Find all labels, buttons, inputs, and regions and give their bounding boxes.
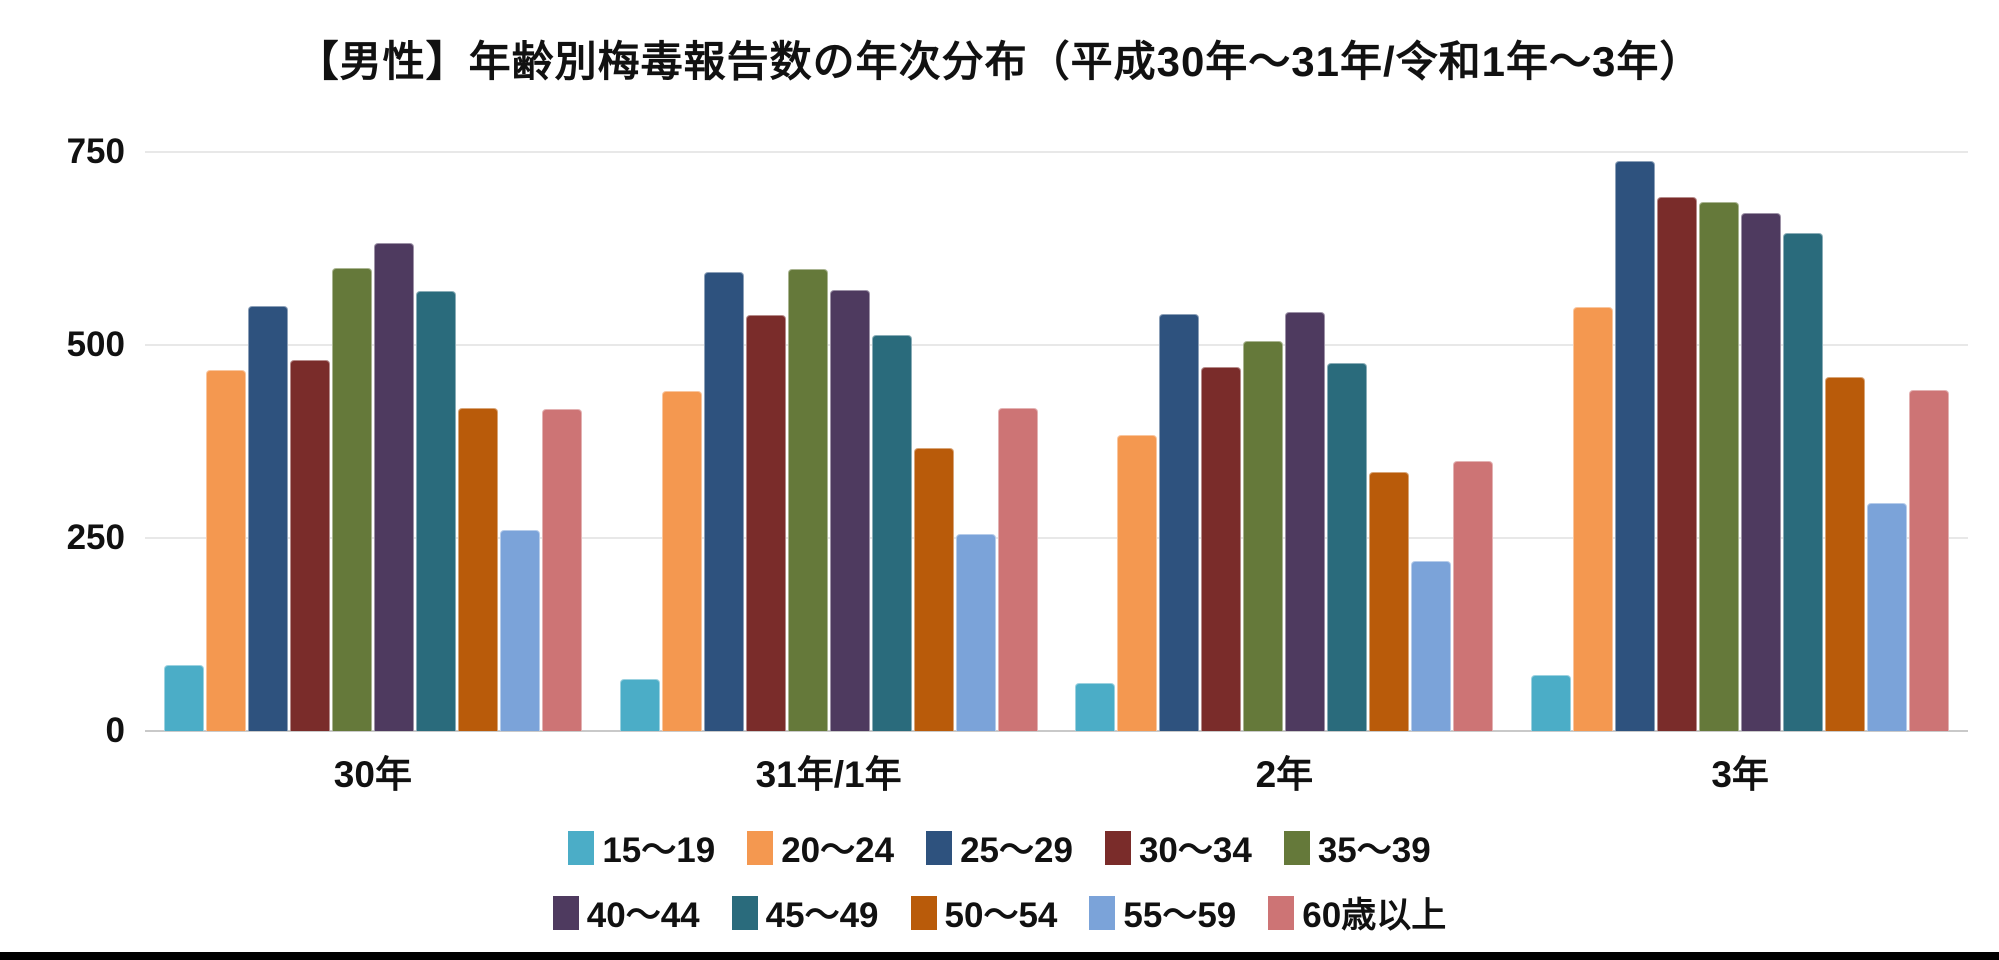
bar-15〜19-30年 [163,665,204,731]
legend-label: 55〜59 [1123,896,1237,935]
legend-label: 35〜39 [1317,831,1431,870]
bar-35〜39-31年/1年 [787,269,828,731]
bar-15〜19-31年/1年 [619,678,660,731]
legend-item-35〜39: 35〜39 [1283,822,1431,873]
y-axis: 0 250 500 750 [0,132,125,750]
legend-item-55〜59: 55〜59 [1089,887,1236,938]
legend-label: 40〜44 [586,896,700,935]
gridline-250 [145,536,1968,539]
bar-group-31年/1年 [601,152,1057,731]
bar-55〜59-2年 [1411,561,1452,731]
legend-label: 15〜19 [602,831,716,870]
legend-swatch-50〜54 [910,895,937,930]
plot-area [145,151,1968,732]
bar-50〜54-31年/1年 [913,447,954,731]
legend-label: 60歳以上 [1302,896,1447,935]
legend-swatch-15〜19 [568,830,595,865]
legend-item-30〜34: 30〜34 [1104,822,1252,873]
legend-swatch-30〜34 [1104,830,1131,865]
bar-60歳以上-2年 [1453,460,1494,731]
bar-15〜19-3年 [1531,675,1572,731]
bar-45〜49-30年 [415,290,456,731]
bar-45〜49-31年/1年 [871,334,912,731]
gridline-500 [145,343,1968,346]
legend: 15〜19 20〜24 25〜29 30〜34 35〜39 40〜44 45〜49 50〜54… [0,822,1999,938]
bar-35〜39-3年 [1699,202,1740,731]
bar-group-30年 [145,152,601,731]
legend-swatch-60歳以上 [1268,895,1295,930]
legend-item-60歳以上: 60歳以上 [1268,887,1446,938]
legend-label: 25〜29 [960,831,1073,870]
bar-20〜24-2年 [1117,435,1158,731]
legend-item-20〜24: 20〜24 [747,822,894,873]
legend-swatch-45〜49 [731,895,758,930]
legend-row-2: 40〜44 45〜49 50〜54 55〜59 60歳以上 [552,887,1446,938]
y-tick-label-500: 500 [66,325,125,364]
bar-55〜59-31年/1年 [955,534,996,731]
bar-25〜29-2年 [1159,314,1200,731]
legend-label: 50〜54 [944,896,1058,935]
bar-60歳以上-30年 [541,409,582,731]
bar-40〜44-31年/1年 [829,290,870,731]
y-tick-label-750: 750 [66,132,125,171]
chart-title: 【男性】年齢別梅毒報告数の年次分布（平成30年〜31年/令和1年〜3年） [296,38,1703,85]
y-tick-label-0: 0 [105,711,125,750]
legend-row-1: 15〜19 20〜24 25〜29 30〜34 35〜39 [568,822,1431,873]
legend-item-25〜29: 25〜29 [926,822,1073,873]
bar-45〜49-2年 [1327,362,1368,731]
legend-label: 20〜24 [781,831,895,870]
bar-20〜24-30年 [205,370,246,731]
bar-25〜29-3年 [1615,161,1656,731]
bar-30〜34-31年/1年 [745,314,786,731]
x-axis-label-30年: 30年 [333,754,412,795]
x-baseline [145,730,1968,732]
bar-45〜49-3年 [1783,233,1824,731]
bar-group-2年 [1057,152,1513,731]
bar-15〜19-2年 [1075,683,1116,731]
bar-40〜44-30年 [373,243,414,731]
x-axis-label-2年: 2年 [1255,754,1314,795]
gridline-750 [145,151,1968,153]
bar-50〜54-3年 [1825,377,1866,731]
legend-item-40〜44: 40〜44 [552,887,700,938]
bar-55〜59-30年 [499,529,540,731]
bar-30〜34-3年 [1657,196,1698,731]
bar-60歳以上-31年/1年 [997,407,1038,731]
bar-30〜34-30年 [289,359,330,731]
legend-item-50〜54: 50〜54 [910,887,1058,938]
bar-group-3年 [1512,152,1968,731]
bar-40〜44-2年 [1285,311,1326,731]
bar-30〜34-2年 [1201,366,1242,731]
bottom-black-bar [0,952,1999,960]
bar-60歳以上-3年 [1909,389,1950,731]
bar-50〜54-2年 [1369,472,1410,731]
legend-swatch-25〜29 [926,830,953,865]
x-axis-label-3年: 3年 [1711,754,1769,795]
legend-swatch-20〜24 [747,830,774,865]
bar-groups [145,152,1968,731]
bar-35〜39-30年 [331,267,372,731]
legend-label: 45〜49 [765,896,879,935]
x-axis: 30年 31年/1年 2年 3年 [145,744,1968,798]
bar-55〜59-3年 [1867,503,1908,731]
bar-40〜44-3年 [1741,213,1782,731]
bar-35〜39-2年 [1243,341,1284,731]
x-axis-label-31年/1年: 31年/1年 [755,754,902,795]
legend-item-45〜49: 45〜49 [731,887,879,938]
legend-item-15〜19: 15〜19 [568,822,715,873]
legend-swatch-35〜39 [1283,830,1310,865]
legend-label: 30〜34 [1138,831,1252,870]
bar-25〜29-30年 [247,305,288,731]
bar-25〜29-31年/1年 [703,272,744,731]
bar-50〜54-30年 [457,408,498,731]
y-tick-label-250: 250 [66,518,125,557]
bar-20〜24-31年/1年 [661,390,702,731]
legend-swatch-55〜59 [1089,895,1116,930]
bar-20〜24-3年 [1573,307,1614,731]
legend-swatch-40〜44 [552,895,579,930]
